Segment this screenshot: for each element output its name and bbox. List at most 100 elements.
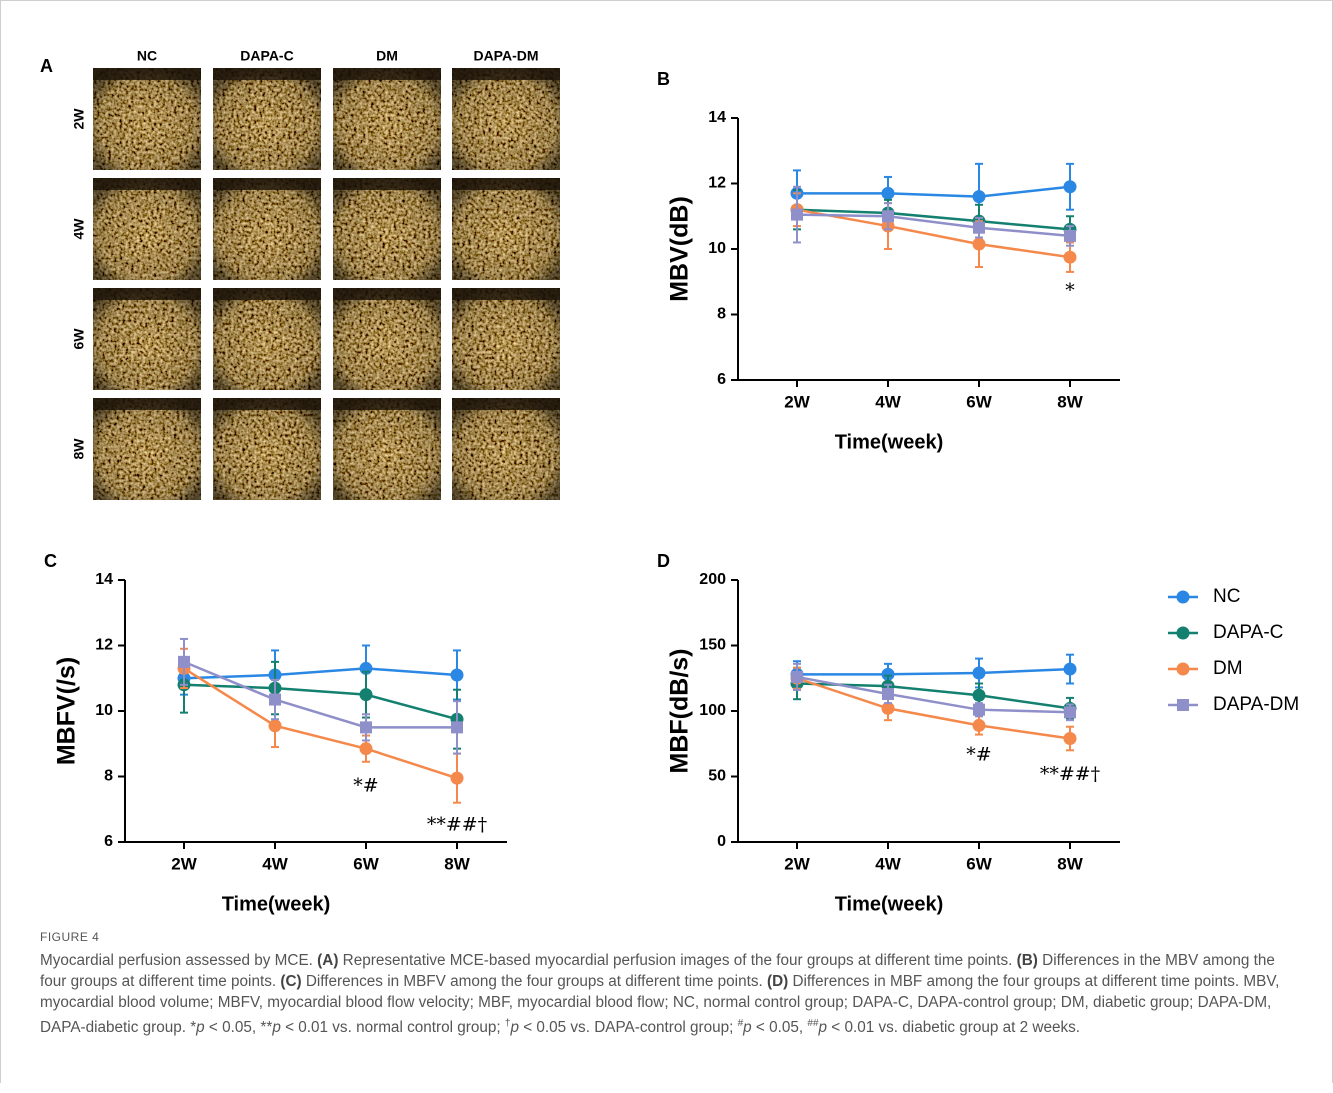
x-tick-label: 8W (1057, 392, 1083, 411)
marker (1064, 663, 1077, 676)
marker (1064, 230, 1076, 242)
image-shade (452, 68, 560, 170)
caption-run: (B) (1017, 952, 1038, 969)
annotation: **##† (427, 814, 487, 836)
x-tick-label: 4W (875, 854, 901, 873)
image-shade (333, 68, 441, 170)
marker (451, 721, 463, 733)
series-line (797, 210, 1070, 230)
caption-run: p (272, 1019, 281, 1036)
marker (1064, 180, 1077, 193)
series-line (797, 678, 1070, 738)
marker (1064, 706, 1076, 718)
y-tick-label: 12 (708, 175, 726, 192)
caption-run: Differences in MBFV among the four group… (302, 973, 767, 990)
image-top-band (452, 178, 560, 190)
image-shade (452, 398, 560, 500)
panel-letter: C (44, 551, 57, 571)
caption-run: p (743, 1019, 752, 1036)
y-axis-label: MBFV(/s) (53, 657, 81, 765)
image-shade (93, 288, 201, 390)
x-axis-label: Time(week) (835, 893, 944, 915)
y-tick-label: 10 (708, 240, 726, 257)
column-label: DAPA-DM (473, 48, 538, 64)
x-tick-label: 4W (875, 392, 901, 411)
series-line (797, 683, 1070, 708)
marker (973, 689, 986, 702)
marker (973, 190, 986, 203)
y-tick-label: 8 (104, 768, 113, 785)
annotation: *# (353, 774, 378, 796)
y-tick-label: 50 (708, 768, 726, 785)
caption-run: (C) (280, 973, 301, 990)
y-tick-label: 0 (717, 833, 726, 850)
marker (1064, 732, 1077, 745)
marker (973, 719, 986, 732)
caption-run: Myocardial perfusion assessed by MCE. (40, 952, 317, 969)
y-tick-label: 200 (699, 571, 726, 588)
annotation: * (1065, 280, 1075, 302)
x-tick-label: 6W (353, 854, 379, 873)
y-tick-label: 14 (95, 571, 113, 588)
caption-run: < 0.01 vs. normal control group; (281, 1019, 505, 1036)
x-tick-label: 2W (784, 392, 810, 411)
image-top-band (93, 68, 201, 80)
image-shade (213, 398, 321, 500)
legend-marker (1177, 591, 1190, 604)
image-shade (213, 178, 321, 280)
image-top-band (93, 398, 201, 410)
y-tick-label: 10 (95, 702, 113, 719)
x-tick-label: 2W (784, 854, 810, 873)
panel-letter: B (657, 69, 670, 89)
marker (1064, 251, 1077, 264)
column-label: DM (376, 48, 398, 64)
series-line (797, 187, 1070, 197)
marker (360, 742, 373, 755)
y-tick-label: 150 (699, 637, 726, 654)
panel-letter: A (40, 56, 53, 76)
x-tick-label: 6W (966, 854, 992, 873)
image-top-band (213, 398, 321, 410)
caption-run: (D) (767, 973, 788, 990)
image-shade (93, 178, 201, 280)
row-label: 4W (71, 218, 87, 240)
image-top-band (452, 288, 560, 300)
image-top-band (93, 288, 201, 300)
image-shade (213, 68, 321, 170)
y-tick-label: 6 (717, 371, 726, 388)
row-label: 8W (71, 438, 87, 460)
caption-text: Myocardial perfusion assessed by MCE. (A… (40, 950, 1300, 1038)
caption-run: ## (807, 1018, 818, 1029)
x-tick-label: 8W (444, 854, 470, 873)
x-tick-label: 4W (262, 854, 288, 873)
image-shade (452, 288, 560, 390)
y-axis-label: MBV(dB) (666, 196, 694, 302)
marker (973, 238, 986, 251)
image-shade (213, 288, 321, 390)
figure: A NC DAPA-C DM DAPA-DM 2W 4W 6W 8W B 6 8 10 12 14 2W 4W… (0, 0, 1333, 920)
page: A NC DAPA-C DM DAPA-DM 2W 4W 6W 8W B 6 8 10 12 14 2W 4W… (0, 0, 1333, 1093)
caption-run: Representative MCE-based myocardial perf… (338, 952, 1016, 969)
marker (882, 688, 894, 700)
caption: FIGURE 4 Myocardial perfusion assessed b… (40, 930, 1300, 1038)
marker (973, 704, 985, 716)
annotation: *# (966, 744, 991, 766)
row-label: 2W (71, 108, 87, 130)
x-tick-label: 6W (966, 392, 992, 411)
legend-label: DAPA-DM (1213, 694, 1299, 715)
caption-run: < 0.05 vs. DAPA-control group; (519, 1019, 738, 1036)
caption-run: < 0.05, ** (205, 1019, 273, 1036)
image-top-band (93, 178, 201, 190)
image-top-band (452, 398, 560, 410)
y-tick-label: 100 (699, 702, 726, 719)
caption-label: FIGURE 4 (40, 930, 1300, 944)
image-top-band (333, 178, 441, 190)
caption-run: (A) (317, 952, 338, 969)
caption-run: < 0.01 vs. diabetic group at 2 weeks. (827, 1019, 1080, 1036)
marker (360, 688, 373, 701)
legend-label: NC (1213, 586, 1240, 607)
image-top-band (333, 68, 441, 80)
legend-label: DAPA-C (1213, 622, 1283, 643)
caption-run: p (510, 1019, 519, 1036)
image-top-band (452, 68, 560, 80)
